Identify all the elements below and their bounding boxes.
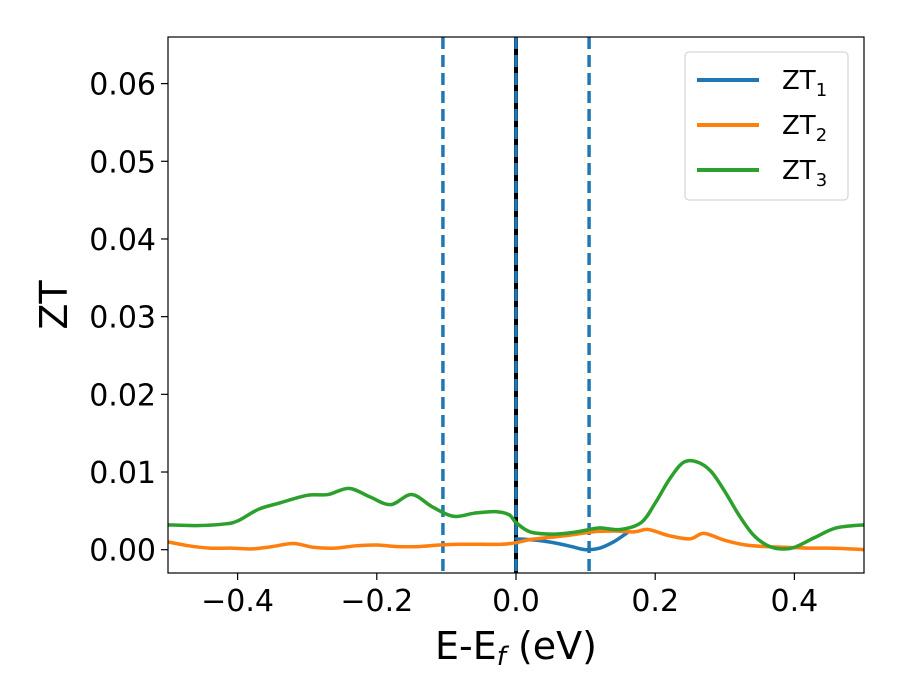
- legend-label: ZT2: [782, 111, 827, 146]
- series-line-zt3: [168, 458, 864, 551]
- legend-label: ZT3: [782, 156, 827, 191]
- y-tick-label: 0.05: [89, 145, 156, 180]
- y-tick-label: 0.03: [89, 301, 156, 336]
- x-tick-label: −0.2: [340, 584, 413, 619]
- x-tick-label: 0.2: [631, 584, 679, 619]
- y-tick-label: 0.04: [89, 223, 156, 258]
- y-tick-label: 0.01: [89, 456, 156, 491]
- x-tick-label: 0.0: [492, 584, 540, 619]
- reference-lines: [441, 37, 591, 573]
- y-tick-label: 0.02: [89, 378, 156, 413]
- y-tick-label: 0.06: [89, 68, 156, 103]
- y-tick-label: 0.00: [89, 534, 156, 569]
- x-axis-label-main: E-E: [435, 624, 497, 668]
- y-axis-label: ZT: [32, 280, 76, 330]
- x-axis: −0.4 −0.2 0.0 0.2 0.4: [201, 573, 818, 619]
- legend-box: [684, 51, 849, 201]
- x-axis-label-unit: (eV): [506, 624, 597, 668]
- x-tick-label: 0.4: [771, 584, 819, 619]
- legend: ZT1 ZT2 ZT3: [684, 51, 849, 201]
- series-layer: [168, 458, 864, 552]
- y-axis: 0.00 0.01 0.02 0.03 0.04 0.05 0.06: [89, 68, 168, 569]
- x-tick-label: −0.4: [201, 584, 274, 619]
- series-line-zt2: [168, 527, 864, 552]
- x-axis-label: E-Ef (eV): [435, 624, 597, 672]
- legend-label: ZT1: [782, 66, 827, 101]
